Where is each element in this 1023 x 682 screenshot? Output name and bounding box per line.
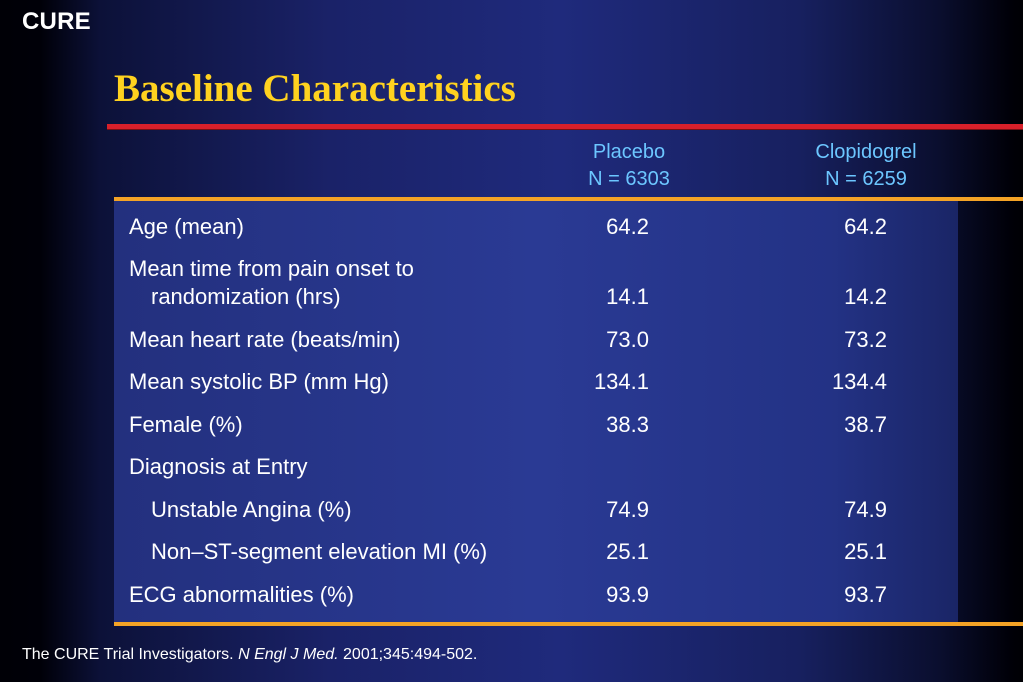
citation-details: 2001;345:494-502. [343, 646, 478, 663]
row-label-line1: Mean time from pain onset to [129, 256, 414, 281]
column-n-placebo: N = 6303 [588, 168, 670, 190]
clopidogrel-value: 25.1 [844, 539, 887, 564]
column-n-clopidogrel: N = 6259 [825, 168, 907, 190]
clopidogrel-value: 74.9 [844, 497, 887, 522]
baseline-table: Age (mean) 64.2 64.2 Mean time from pain… [114, 201, 958, 622]
row-label: Female (%) [129, 412, 243, 437]
placebo-value: 134.1 [593, 369, 649, 394]
row-label: Age (mean) [129, 214, 244, 239]
column-header-clopidogrel: Clopidogrel N = 6259 [766, 139, 966, 193]
title-divider [107, 124, 1023, 129]
placebo-value: 14.1 [606, 284, 649, 309]
row-label: Unstable Angina (%) [151, 497, 352, 522]
citation-journal: N Engl J Med. [238, 646, 339, 663]
column-name-placebo: Placebo [592, 141, 666, 163]
column-name-clopidogrel: Clopidogrel [815, 141, 917, 163]
table-bottom-rule [114, 622, 1023, 626]
slide-title: Baseline Characteristics [114, 67, 516, 110]
placebo-value: 64.2 [606, 214, 649, 239]
clopidogrel-value: 14.2 [844, 284, 887, 309]
placebo-value: 93.9 [606, 582, 649, 607]
table-top-rule [114, 197, 1023, 201]
row-label: Mean heart rate (beats/min) [129, 327, 401, 352]
row-label: ECG abnormalities (%) [129, 582, 354, 607]
row-label: Mean systolic BP (mm Hg) [129, 369, 389, 394]
placebo-value: 74.9 [606, 497, 649, 522]
clopidogrel-value: 64.2 [844, 214, 887, 239]
column-header-placebo: Placebo N = 6303 [529, 139, 729, 193]
placebo-value: 25.1 [606, 539, 649, 564]
placebo-value: 73.0 [606, 327, 649, 352]
citation-authors: The CURE Trial Investigators. [22, 646, 234, 663]
clopidogrel-value: 73.2 [844, 327, 887, 352]
clopidogrel-value: 93.7 [844, 582, 887, 607]
citation: The CURE Trial Investigators. N Engl J M… [22, 646, 477, 664]
row-label: Non–ST-segment elevation MI (%) [151, 539, 488, 564]
row-label: Mean time from pain onset to randomizati… [129, 255, 414, 311]
clopidogrel-value: 38.7 [844, 412, 887, 437]
placebo-value: 38.3 [606, 412, 649, 437]
row-label-line2: randomization (hrs) [151, 284, 341, 309]
clopidogrel-value: 134.4 [831, 369, 887, 394]
section-label: Diagnosis at Entry [129, 454, 308, 479]
brand-label: CURE [22, 8, 91, 35]
